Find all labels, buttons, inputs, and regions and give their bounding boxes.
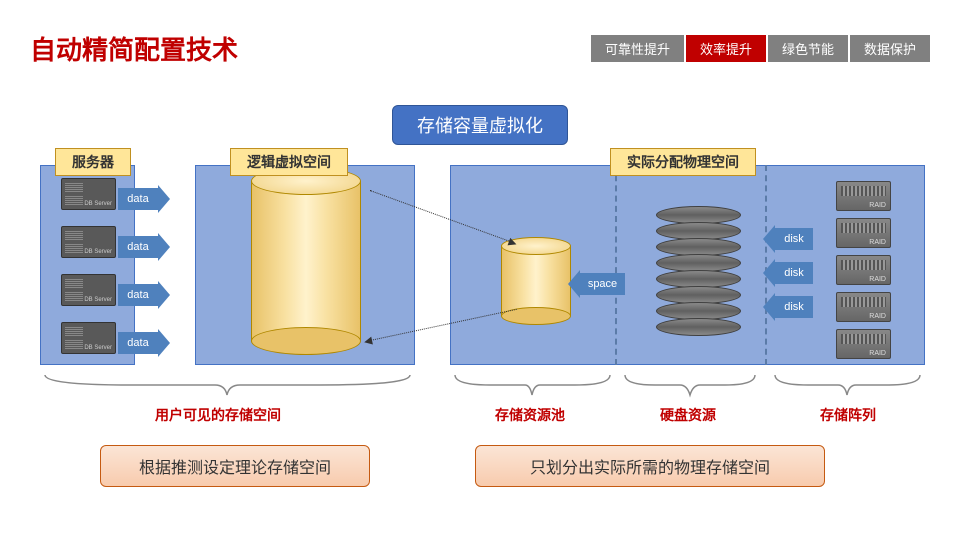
raid-icon: RAID xyxy=(836,329,891,359)
server-icon: DB Server xyxy=(61,322,116,354)
raid-icon: RAID xyxy=(836,218,891,248)
raid-icon: RAID xyxy=(836,181,891,211)
caption-user: 用户可见的存储空间 xyxy=(155,405,281,425)
brace-disk-icon xyxy=(620,370,760,400)
disk-arrow: disk xyxy=(775,296,813,318)
data-arrow: data xyxy=(118,284,158,306)
tab-reliability[interactable]: 可靠性提升 xyxy=(591,35,684,62)
server-icon: DB Server xyxy=(61,178,116,210)
caption-diskres: 硬盘资源 xyxy=(660,405,716,425)
brace-array-icon xyxy=(770,370,925,400)
raid-icon: RAID xyxy=(836,255,891,285)
disk-arrow: disk xyxy=(775,228,813,250)
tab-bar: 可靠性提升 效率提升 绿色节能 数据保护 xyxy=(591,35,930,62)
caption-array: 存储阵列 xyxy=(820,405,876,425)
footer-right: 只划分出实际所需的物理存储空间 xyxy=(475,445,825,487)
tab-protection[interactable]: 数据保护 xyxy=(850,35,930,62)
center-pill: 存储容量虚拟化 xyxy=(392,105,568,145)
caption-pool: 存储资源池 xyxy=(495,405,565,425)
cylinder-large-icon xyxy=(251,181,361,341)
tab-efficiency[interactable]: 效率提升 xyxy=(686,35,766,62)
cylinder-small-icon xyxy=(501,246,571,316)
physical-title: 实际分配物理空间 xyxy=(610,148,756,176)
data-arrow: data xyxy=(118,332,158,354)
disk-icon xyxy=(656,318,741,336)
physical-panel: RAID RAID RAID RAID RAID xyxy=(450,165,925,365)
servers-title: 服务器 xyxy=(55,148,131,176)
disk-arrow: disk xyxy=(775,262,813,284)
data-arrow: data xyxy=(118,236,158,258)
data-arrow: data xyxy=(118,188,158,210)
brace-pool-icon xyxy=(450,370,615,400)
divider xyxy=(615,165,617,365)
server-icon: DB Server xyxy=(61,226,116,258)
footer-left: 根据推测设定理论存储空间 xyxy=(100,445,370,487)
page-title: 自动精简配置技术 xyxy=(30,30,238,67)
space-arrow: space xyxy=(580,273,625,295)
server-icon: DB Server xyxy=(61,274,116,306)
logical-title: 逻辑虚拟空间 xyxy=(230,148,348,176)
raid-icon: RAID xyxy=(836,292,891,322)
tab-green[interactable]: 绿色节能 xyxy=(768,35,848,62)
brace-left-icon xyxy=(40,370,415,400)
